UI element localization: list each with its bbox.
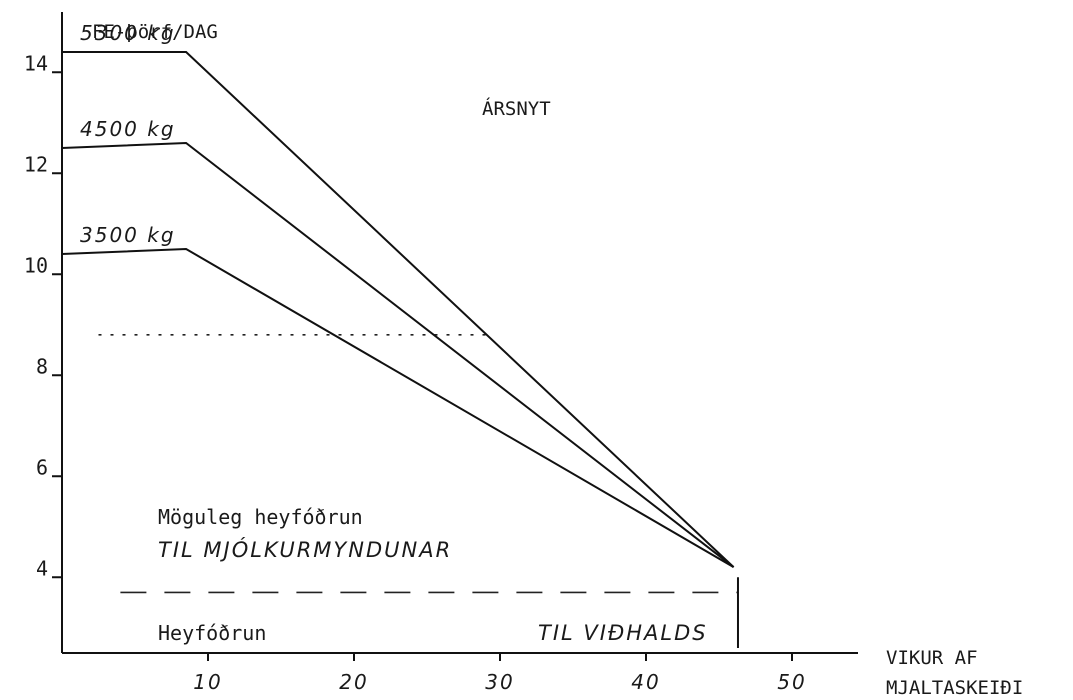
y-tick-label: 6 (36, 455, 48, 479)
x-tick-label: 40 (631, 670, 660, 694)
y-axis-label: FE-þörf/DAG (92, 21, 218, 43)
x-tick-label: 10 (193, 670, 222, 694)
y-tick-label: 14 (24, 51, 48, 75)
series-label: 4500 kg (80, 117, 176, 141)
series-line (61, 247, 735, 568)
y-tick-label: 8 (36, 354, 48, 378)
y-tick-label: 10 (24, 253, 48, 277)
annotation-arsnyt: ÁRSNYT (482, 97, 551, 120)
x-tick-label: 30 (485, 670, 514, 694)
annotation-for-maintenance: TIL VIÐHALDS (538, 621, 708, 645)
x-tick-label: 20 (339, 670, 368, 694)
x-axis-label-line-1: VIKUR AF (886, 647, 978, 669)
y-tick-label: 12 (24, 152, 48, 176)
series-line (62, 51, 735, 568)
series-label: 5300 kg (80, 21, 176, 45)
x-tick-label: 50 (777, 670, 806, 694)
y-tick-label: 4 (36, 556, 48, 580)
annotation-possible-hay-feeding: Möguleg heyfóðrun (158, 505, 363, 529)
annotation-hay-feeding: Heyfóðrun (158, 621, 266, 645)
series-label: 3500 kg (80, 223, 176, 247)
x-axis-label-line-2: MJALTASKEIÐI (886, 677, 1023, 699)
series-line (61, 141, 735, 568)
annotation-for-milk-production: TIL MJÓLKURMYNDUNAR (158, 537, 452, 562)
